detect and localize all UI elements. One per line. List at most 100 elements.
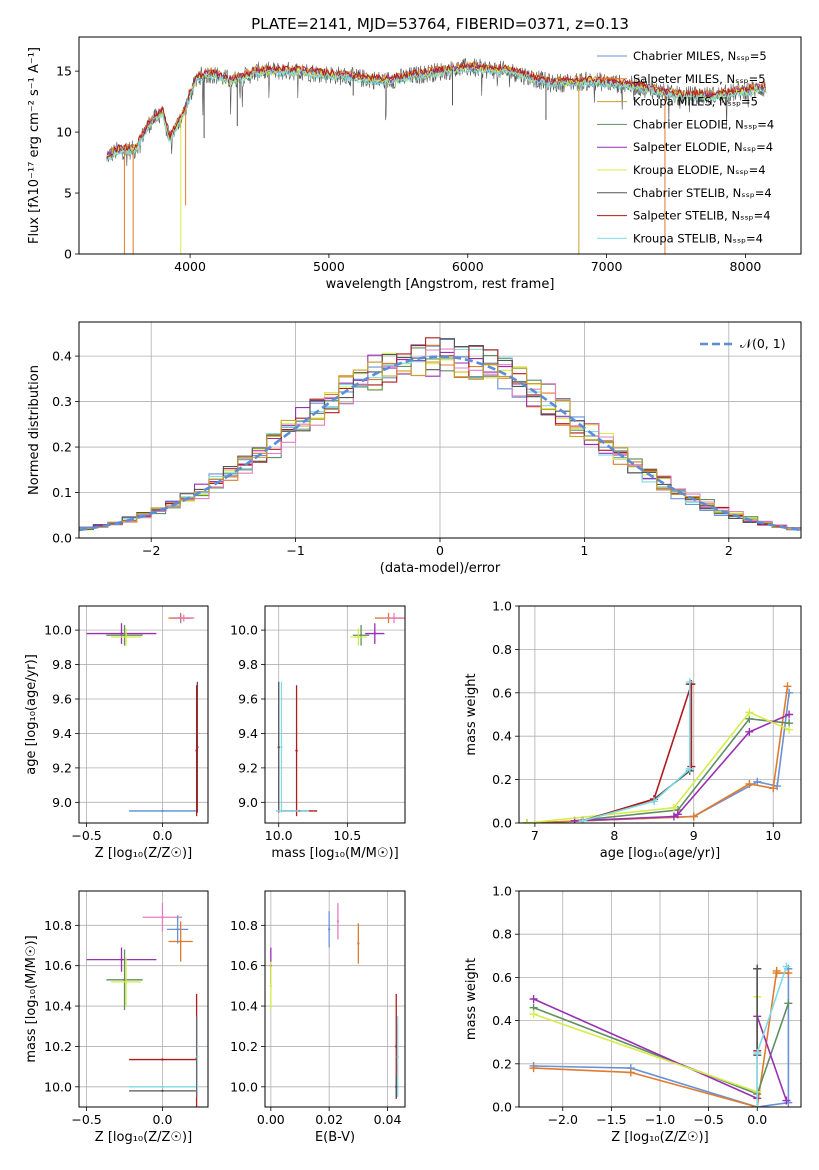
plus-marker <box>745 779 754 788</box>
y-tick-label: 0.3 <box>52 394 72 409</box>
series-line <box>582 684 691 822</box>
plus-marker <box>772 969 781 978</box>
panel-mass_weight_vs_age: 7 8 9 10 0.0 0.2 0.4 0.6 0.8 1.0 age [log₁₀(age/yr… <box>464 599 802 861</box>
x-tick-label: 2 <box>725 543 733 558</box>
legend-label: 𝒩(0, 1) <box>740 336 786 351</box>
plus-marker <box>685 764 694 773</box>
x-tick-label: −1.5 <box>596 1112 626 1127</box>
x-tick-label: 0.0 <box>153 828 173 843</box>
y-tick-label: 0.2 <box>492 1056 512 1071</box>
data-point <box>161 1089 164 1093</box>
legend-label: Kroupa STELIB, Nₛₛₚ=4 <box>633 231 763 245</box>
data-point <box>161 1085 164 1089</box>
y-tick-label: 15 <box>56 64 72 79</box>
plus-marker <box>783 682 792 691</box>
y-tick-label: 9.4 <box>52 726 72 741</box>
plus-marker <box>784 969 793 978</box>
x-tick-label: −0.5 <box>71 1112 101 1127</box>
axes-frame <box>264 890 406 1108</box>
y-tick-label: 0.0 <box>52 531 72 546</box>
data-point <box>396 1055 399 1058</box>
y-tick-label: 10.4 <box>44 999 72 1014</box>
data-point <box>373 632 377 635</box>
plus-marker <box>784 999 793 1008</box>
plus-marker <box>753 1103 762 1107</box>
plot-area <box>522 677 794 823</box>
axes-frame <box>78 321 802 539</box>
plus-marker <box>669 803 678 812</box>
y-axis-label: mass [log₁₀(M/M☉)] <box>24 935 39 1062</box>
y-tick-label: 0.4 <box>52 349 72 364</box>
x-tick-label: 0.0 <box>153 1112 173 1127</box>
data-point <box>280 746 283 749</box>
plus-marker <box>782 962 791 971</box>
series-line <box>533 970 789 1107</box>
data-point <box>176 928 179 931</box>
plus-marker <box>785 725 794 734</box>
y-tick-label: 0.4 <box>492 1013 512 1028</box>
axes-frame <box>78 890 209 1108</box>
plot-area <box>86 903 199 1107</box>
plus-marker <box>529 995 538 1003</box>
y-tick-label: 10.8 <box>230 918 258 933</box>
data-point <box>123 634 126 637</box>
y-axis-label: age [log₁₀(age/yr)] <box>24 654 39 775</box>
y-tick-label: 9.8 <box>238 657 258 672</box>
x-tick-label: −0.5 <box>71 828 101 843</box>
y-tick-label: 9.0 <box>52 795 72 810</box>
x-tick-label: 10.5 <box>333 828 361 843</box>
legend-label: Kroupa ELODIE, Nₛₛₚ=4 <box>633 163 766 177</box>
plus-marker <box>529 1064 538 1073</box>
x-tick-label: 6000 <box>452 259 484 274</box>
y-tick-label: 0.0 <box>492 1100 512 1115</box>
data-point <box>179 940 182 943</box>
x-tick-label: −1.0 <box>645 1112 675 1127</box>
legend-label: Chabrier MILES, Nₛₛₚ=5 <box>633 49 767 63</box>
x-axis-label: Z [log₁₀(Z/Z☉)] <box>95 846 192 861</box>
plus-marker <box>529 1010 538 1019</box>
axes-frame <box>78 36 802 255</box>
axes-frame <box>264 605 406 824</box>
data-point <box>277 746 280 749</box>
y-tick-label: 0.4 <box>492 729 512 744</box>
y-tick-label: 9.8 <box>52 657 72 672</box>
data-point <box>295 749 298 752</box>
axes-frame <box>518 605 802 824</box>
plus-marker <box>626 1068 635 1077</box>
plus-marker <box>745 727 754 736</box>
plus-marker <box>673 810 682 819</box>
x-tick-label: 5000 <box>313 259 345 274</box>
plus-marker <box>782 1096 791 1105</box>
y-tick-label: 1.0 <box>492 884 512 899</box>
x-axis-label: mass [log₁₀(M/M☉)] <box>271 846 398 861</box>
y-tick-label: 9.6 <box>52 692 72 707</box>
plus-marker <box>785 710 794 719</box>
data-point <box>357 942 360 945</box>
x-tick-label: 4000 <box>174 259 206 274</box>
legend-label: Chabrier STELIB, Nₛₛₚ=4 <box>633 186 772 200</box>
plus-marker <box>578 816 587 823</box>
y-tick-label: 0.6 <box>492 685 512 700</box>
y-tick-label: 0.1 <box>52 485 72 500</box>
plus-marker <box>769 784 778 793</box>
y-axis-label: mass weight <box>464 958 479 1040</box>
panel-mass_vs_Z: −0.5 0.0 10.0 10.2 10.4 10.6 10.8 Z [log₁₀(Z/Z☉… <box>24 890 209 1145</box>
y-axis-label: mass weight <box>464 673 479 755</box>
x-axis-label: Z [log₁₀(Z/Z☉)] <box>611 1130 708 1145</box>
x-tick-label: 1 <box>580 543 588 558</box>
gaussian-curve <box>79 355 801 532</box>
data-point <box>291 809 294 813</box>
y-tick-label: 0.8 <box>492 927 512 942</box>
series-line <box>533 996 759 1094</box>
y-tick-label: 9.4 <box>238 726 258 741</box>
series-line <box>582 682 691 822</box>
data-point <box>120 958 123 961</box>
legend-label: Salpeter STELIB, Nₛₛₚ=4 <box>633 209 771 223</box>
legend-label: Salpeter ELODIE, Nₛₛₚ=4 <box>633 140 773 154</box>
data-point <box>124 980 128 984</box>
plot-area <box>106 58 767 254</box>
y-tick-label: 1.0 <box>492 599 512 614</box>
x-tick-label: 10.0 <box>265 828 293 843</box>
legend-label: Chabrier ELODIE, Nₛₛₚ=4 <box>633 117 774 131</box>
